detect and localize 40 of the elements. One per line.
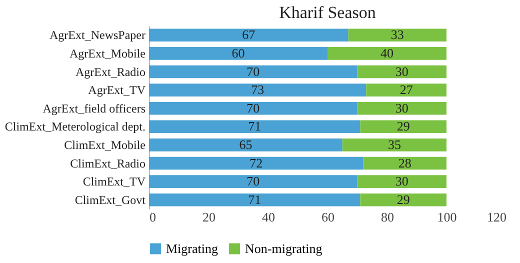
data-label: 67 xyxy=(242,27,256,42)
y-tick-label: ClimExt_TV xyxy=(82,174,146,189)
data-label: 72 xyxy=(250,155,263,170)
y-tick-label: AgrExt_Radio xyxy=(76,64,146,79)
data-label: 29 xyxy=(396,192,410,207)
data-label: 60 xyxy=(232,45,245,60)
data-label: 30 xyxy=(395,100,408,116)
x-tick-label: 120 xyxy=(487,210,506,224)
data-label: 29 xyxy=(396,118,410,134)
y-tick-label: AgrExt_NewsPaper xyxy=(50,28,146,42)
x-tick-label: 100 xyxy=(437,210,457,224)
data-label: 30 xyxy=(395,64,408,79)
y-tick-label: AgrExt_Mobile xyxy=(70,46,146,60)
x-tick-label: 80 xyxy=(381,210,394,224)
data-label: 70 xyxy=(246,100,260,116)
x-tick-label: 20 xyxy=(202,210,216,224)
y-tick-label: ClimExt_Govt xyxy=(74,192,146,207)
data-label: 70 xyxy=(246,64,260,79)
data-label: 71 xyxy=(248,192,262,207)
data-label: 40 xyxy=(380,45,394,60)
x-tick-label: 0 xyxy=(150,210,156,224)
y-tick-label: ClimExt_Radio xyxy=(70,156,146,170)
y-tick-label: ClimExt_Meterological dept. xyxy=(4,120,146,134)
data-label: 65 xyxy=(239,136,252,152)
x-tick-label: 40 xyxy=(262,210,275,224)
data-label: 28 xyxy=(398,155,412,170)
y-tick-label: AgrExt_TV xyxy=(88,83,146,98)
data-label: 35 xyxy=(388,136,401,152)
data-label: 30 xyxy=(395,174,408,189)
data-label: 33 xyxy=(390,27,404,42)
legend-label: Migrating xyxy=(166,240,218,256)
legend-label: Non-migrating xyxy=(245,240,323,256)
data-label: 70 xyxy=(246,174,260,189)
data-label: 71 xyxy=(248,118,262,134)
y-tick-label: AgrExt_field officers xyxy=(42,101,146,116)
x-tick-label: 60 xyxy=(322,210,334,224)
data-label: 27 xyxy=(400,82,414,98)
chart-title: Kharif Season xyxy=(279,3,376,22)
y-tick-label: ClimExt_Mobile xyxy=(64,138,146,152)
data-label: 73 xyxy=(251,82,264,98)
